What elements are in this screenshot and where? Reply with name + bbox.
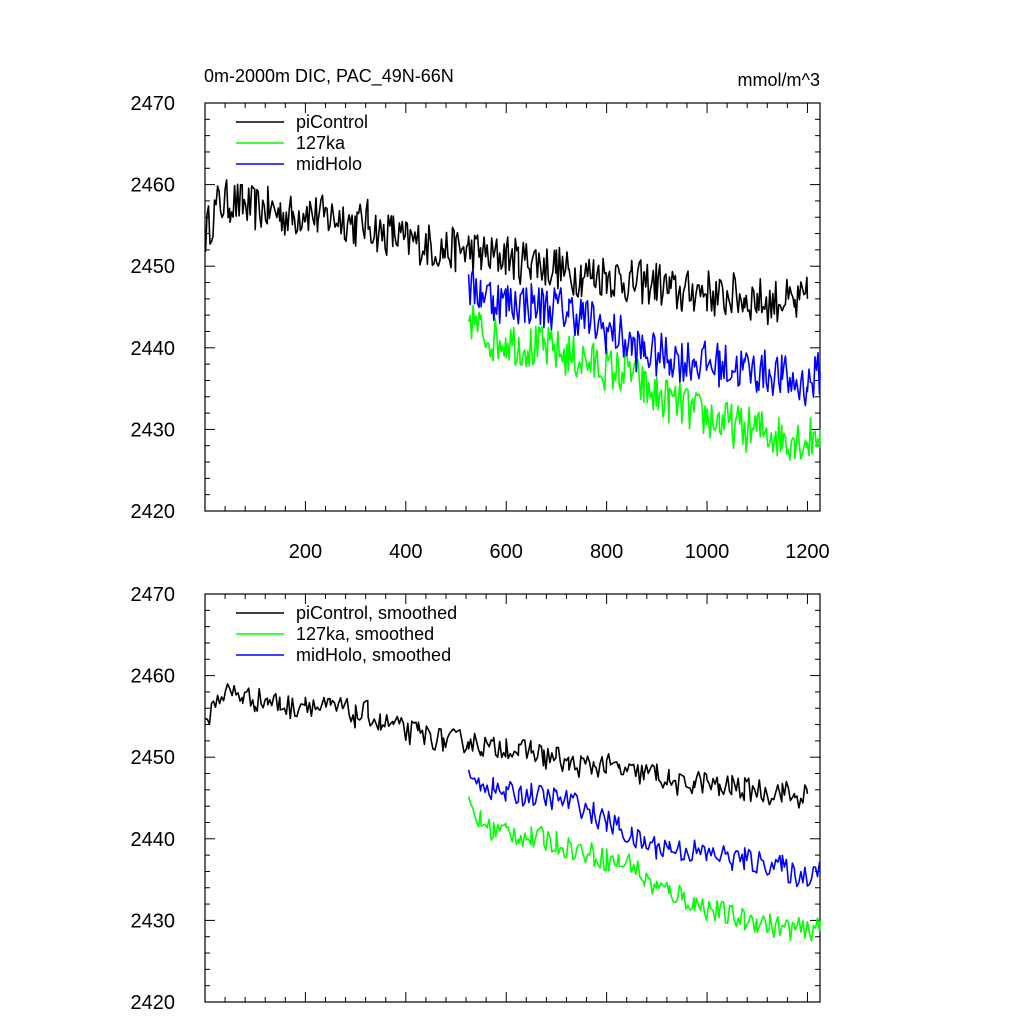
y-tick-label: 2470 bbox=[131, 584, 176, 606]
legend-label: piControl, smoothed bbox=[296, 603, 457, 623]
series-line-3 bbox=[467, 769, 821, 888]
series-line-2 bbox=[467, 304, 821, 461]
y-tick-label: 2450 bbox=[131, 747, 176, 769]
y-tick-label: 2440 bbox=[131, 338, 176, 360]
y-tick-label: 2470 bbox=[131, 93, 176, 115]
legend-label: midHolo, smoothed bbox=[296, 645, 451, 665]
y-tick-label: 2430 bbox=[131, 910, 176, 932]
x-tick-label: 600 bbox=[490, 541, 523, 563]
y-tick-label: 2420 bbox=[131, 501, 176, 523]
bottom-panel: 2420 2430 2440 2450 2460 2470 piControl, smoot… bbox=[131, 584, 821, 1014]
x-tick-label: 200 bbox=[289, 541, 322, 563]
legend-label: 127ka bbox=[296, 133, 346, 153]
series-line-1 bbox=[204, 179, 809, 326]
series-line-3 bbox=[467, 268, 821, 407]
units-label: mmol/m^3 bbox=[738, 70, 820, 90]
x-tick-label: 400 bbox=[389, 541, 422, 563]
x-tick-label: 1200 bbox=[785, 541, 830, 563]
x-tick-label: 1000 bbox=[685, 541, 730, 563]
y-tick-label: 2450 bbox=[131, 256, 176, 278]
y-tick-label: 2430 bbox=[131, 419, 176, 441]
top-panel: 2420 2430 2440 2450 2460 2470 200 400 600 800 1000… bbox=[131, 93, 830, 563]
legend-label: midHolo bbox=[296, 154, 362, 174]
series-line-1 bbox=[205, 683, 809, 809]
y-tick-label: 2460 bbox=[131, 666, 176, 688]
y-tick-label: 2420 bbox=[131, 992, 176, 1014]
plot-frame bbox=[204, 102, 821, 512]
y-tick-label: 2460 bbox=[131, 175, 176, 197]
y-tick-label: 2440 bbox=[131, 829, 176, 851]
legend-label: 127ka, smoothed bbox=[296, 624, 434, 644]
legend-label: piControl bbox=[296, 112, 368, 132]
plot-frame bbox=[204, 593, 821, 1003]
chart-title: 0m-2000m DIC, PAC_49N-66N bbox=[204, 66, 454, 87]
x-tick-label: 800 bbox=[590, 541, 623, 563]
series-line-2 bbox=[467, 796, 821, 942]
